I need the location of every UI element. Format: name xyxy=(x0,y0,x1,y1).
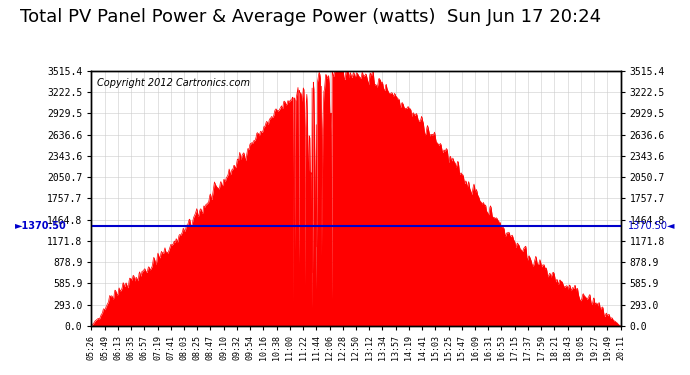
Text: Total PV Panel Power & Average Power (watts)  Sun Jun 17 20:24: Total PV Panel Power & Average Power (wa… xyxy=(20,8,601,26)
Text: Copyright 2012 Cartronics.com: Copyright 2012 Cartronics.com xyxy=(97,78,250,88)
Text: 1370.50◄: 1370.50◄ xyxy=(627,222,675,231)
Text: ►1370.50: ►1370.50 xyxy=(15,222,67,231)
